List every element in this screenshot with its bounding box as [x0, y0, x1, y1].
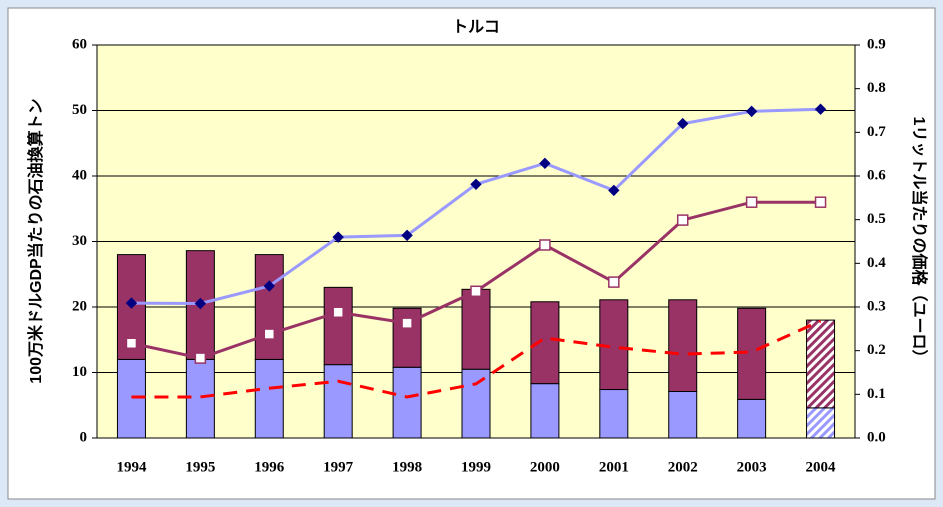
marker [608, 184, 620, 197]
marker [677, 117, 689, 130]
bar [254, 358, 284, 439]
x-tick-label: 1998 [392, 459, 422, 475]
y2-tick-label: 0.1 [867, 386, 886, 402]
y-tick-label: 10 [72, 364, 87, 380]
marker [814, 196, 827, 208]
y-tick-label: 30 [72, 233, 87, 249]
bar [461, 368, 491, 439]
marker [676, 214, 689, 226]
y-tick-label: 40 [72, 167, 87, 183]
bar [530, 301, 560, 385]
y2-tick-label: 0.9 [867, 36, 886, 52]
marker [332, 231, 344, 243]
y-tick-label: 60 [72, 36, 87, 52]
bar [392, 366, 422, 439]
x-tick-label: 2000 [530, 459, 560, 475]
bar [323, 286, 353, 366]
x-tick-label: 1997 [323, 459, 354, 475]
x-tick-label: 2003 [737, 459, 767, 475]
x-tick-label: 1996 [254, 459, 285, 475]
y2-tick-label: 0.0 [867, 429, 886, 445]
y-axis-title: 100万米ドルGDP当たりの石油換算トン [26, 98, 45, 383]
marker [263, 280, 275, 292]
y2-tick-label: 0.7 [867, 124, 886, 140]
marker [332, 306, 344, 318]
bar [116, 358, 146, 439]
marker [539, 157, 551, 170]
marker [194, 297, 207, 310]
marker [125, 297, 138, 309]
y-tick-label: 50 [72, 102, 87, 118]
marker [745, 105, 758, 118]
bar [806, 407, 836, 439]
marker [263, 328, 276, 340]
marker [401, 229, 413, 242]
marker [470, 285, 482, 298]
marker [125, 337, 138, 349]
marker [814, 103, 827, 115]
bar [461, 288, 491, 370]
bar [599, 389, 629, 439]
x-tick-label: 1994 [116, 459, 147, 475]
y-tick-label: 0 [80, 429, 88, 445]
bar [530, 383, 560, 439]
bar [254, 254, 284, 360]
bar [737, 307, 767, 400]
marker [608, 276, 620, 288]
y2-tick-label: 0.8 [867, 80, 886, 96]
marker [745, 196, 758, 208]
marker [194, 352, 207, 364]
marker [401, 317, 413, 329]
y2-tick-label: 0.6 [867, 167, 886, 183]
x-tick-label: 2001 [599, 459, 629, 475]
bar [737, 398, 767, 439]
y2-tick-label: 0.5 [867, 211, 886, 227]
y2-tick-label: 0.3 [867, 298, 886, 314]
chart-title: トルコ [452, 19, 500, 36]
y2-axis-title: 1リットル当たりの価格（ユーロ） [910, 117, 929, 366]
bar [668, 390, 698, 439]
x-tick-label: 2002 [668, 459, 698, 475]
y-tick-label: 20 [72, 298, 87, 314]
x-tick-label: 1999 [461, 459, 491, 475]
bar [806, 319, 836, 409]
bar [323, 364, 353, 439]
bar [668, 299, 698, 392]
x-tick-label: 1995 [185, 459, 215, 475]
marker [539, 239, 551, 251]
y2-tick-label: 0.4 [867, 255, 886, 271]
line [131, 319, 822, 399]
bar [185, 358, 215, 439]
y2-tick-label: 0.2 [867, 342, 886, 358]
marker [470, 178, 482, 191]
x-tick-label: 2004 [806, 459, 837, 475]
